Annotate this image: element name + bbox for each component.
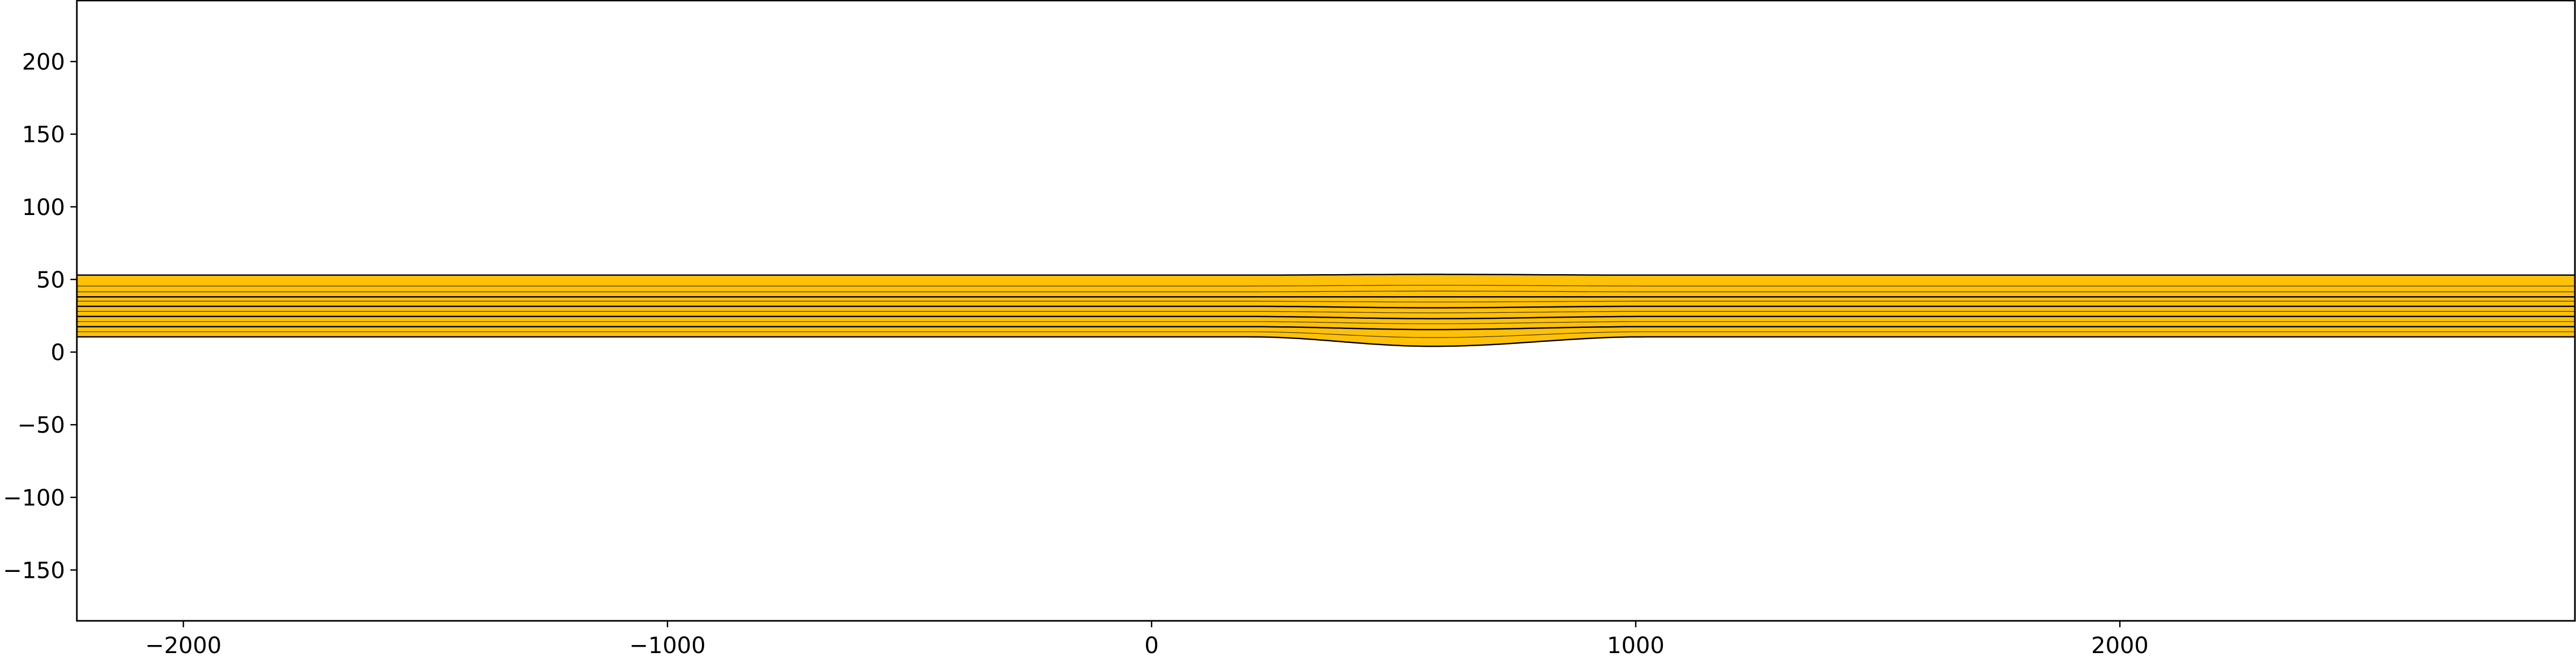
- layer-interior-line: [77, 285, 2575, 286]
- y-tick-label: 50: [37, 267, 65, 293]
- y-tick-label: 150: [22, 121, 65, 148]
- y-tick-label: 0: [51, 339, 65, 366]
- layer-interior-line: [77, 300, 2575, 303]
- x-tick-label: −2000: [145, 632, 221, 658]
- y-tick-label: −150: [3, 557, 65, 583]
- y-tick-label: −50: [17, 412, 65, 438]
- x-axis: −2000 −1000 0 1000 2000: [145, 621, 2149, 658]
- x-tick-label: 2000: [2091, 632, 2149, 658]
- layer-interior-line: [77, 290, 2575, 292]
- y-tick-label: 200: [22, 49, 65, 75]
- y-tick-label: 100: [22, 194, 65, 220]
- layer-interior-line: [77, 321, 2575, 324]
- layer-boundary-line: [77, 305, 2575, 309]
- layer-boundary-line: [77, 316, 2575, 320]
- layer-band: [77, 297, 2575, 308]
- layer-band: [77, 306, 2575, 319]
- x-tick-label: 1000: [1607, 632, 1664, 658]
- y-tick-label: −100: [3, 484, 65, 511]
- x-tick-label: −1000: [629, 632, 706, 658]
- layer-boundary-line: [77, 336, 2575, 347]
- x-tick-label: 0: [1144, 632, 1159, 658]
- y-axis: 200 150 100 50 0 −50 −100 −150: [3, 49, 77, 583]
- layer-interior-line: [77, 311, 2575, 313]
- layer-interior-line: [77, 331, 2575, 338]
- layer-boundary-line: [77, 326, 2575, 331]
- layer-boundary-line: [77, 274, 2575, 276]
- plot-frame: [76, 0, 2576, 622]
- layer-stack: [77, 274, 2575, 347]
